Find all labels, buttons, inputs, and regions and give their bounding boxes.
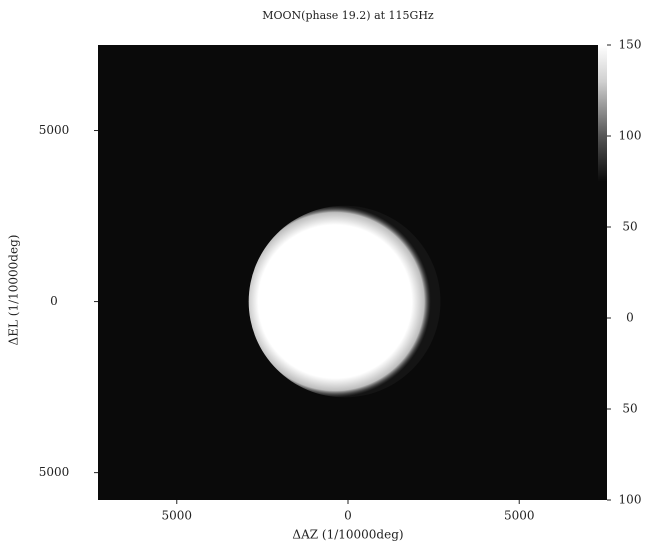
y2-tick-label: 100 xyxy=(619,493,642,507)
x-tick-label: 0 xyxy=(344,509,352,523)
x-tick-label: 5000 xyxy=(161,509,192,523)
y-tick-label: 5000 xyxy=(39,123,70,137)
x-axis-label: ΔAZ (1/10000deg) xyxy=(292,528,403,542)
y2-tick-label: 50 xyxy=(622,220,637,234)
y2-tick-label: 0 xyxy=(626,311,634,325)
y2-tick-label: 150 xyxy=(619,38,642,52)
moon-disc xyxy=(248,205,441,398)
colorbar xyxy=(598,45,607,500)
y-axis-label: ΔEL (1/10000deg) xyxy=(7,235,21,346)
y2-tick-label: 100 xyxy=(619,129,642,143)
x-tick-label: 5000 xyxy=(504,509,535,523)
y-tick-label: 0 xyxy=(50,294,58,308)
chart-title: MOON(phase 19.2) at 115GHz xyxy=(262,9,434,22)
y2-tick-label: 50 xyxy=(622,402,637,416)
y-tick-label: 5000 xyxy=(39,465,70,479)
